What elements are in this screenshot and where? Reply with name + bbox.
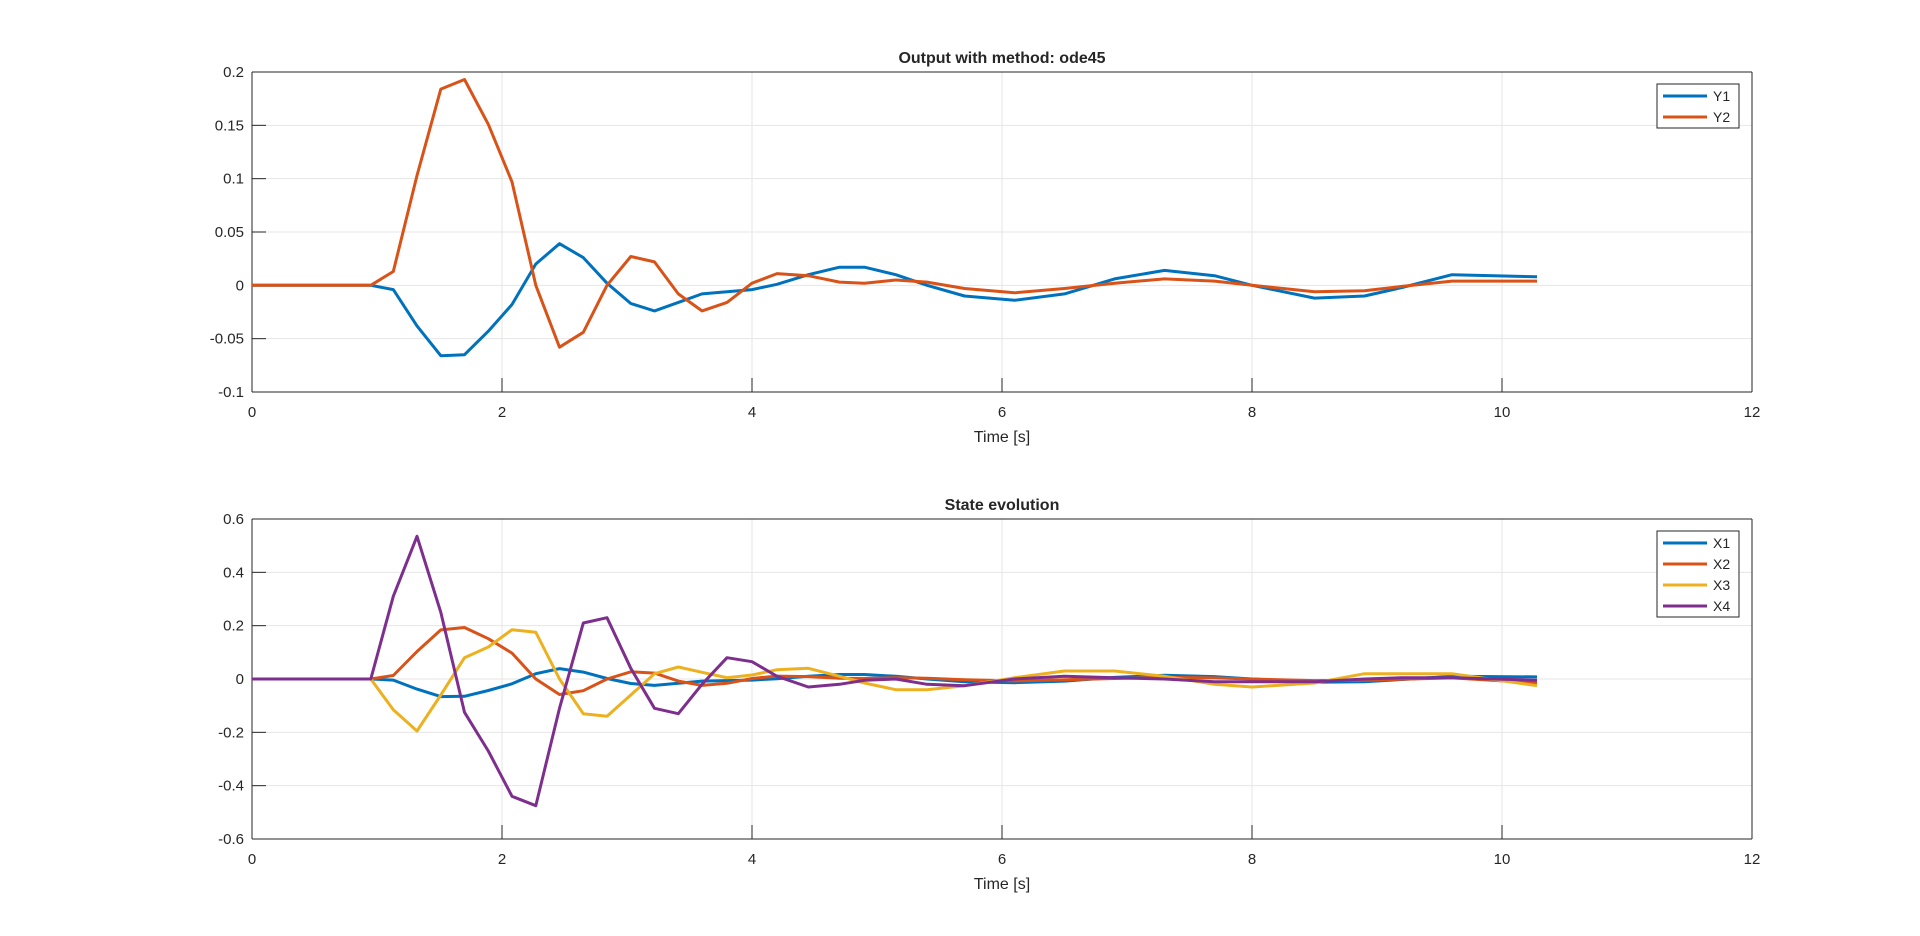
y-tick-label: -0.1 bbox=[218, 384, 244, 401]
series-line-y2 bbox=[252, 78, 1537, 349]
y-tick-label: 0.15 bbox=[215, 117, 244, 134]
x-tick-label: 0 bbox=[248, 404, 256, 421]
x-axis-label: Time [s] bbox=[974, 876, 1030, 893]
y-tick-label: -0.2 bbox=[218, 724, 244, 741]
x-axis-label: Time [s] bbox=[974, 429, 1030, 446]
chart-title: State evolution bbox=[945, 497, 1060, 514]
x-tick-label: 12 bbox=[1744, 404, 1761, 421]
y-tick-label: 0 bbox=[236, 277, 244, 294]
axes-state-evolution: 0 2 4 6 8 10 12 -0.6 -0.4 -0.2 0 0.2 0.4 0.6 State evo… bbox=[218, 497, 1760, 893]
y-tick-label: 0.6 bbox=[223, 511, 244, 528]
y-tick-label: -0.6 bbox=[218, 831, 244, 848]
x-tick-label: 2 bbox=[498, 404, 506, 421]
legend-box bbox=[1656, 530, 1740, 618]
x-tick-label: 10 bbox=[1494, 404, 1511, 421]
series-line-x4 bbox=[252, 534, 1538, 808]
y-tick-label: 0.2 bbox=[223, 64, 244, 81]
axes-output: 0 2 4 6 8 10 12 -0.1 -0.05 0 0.05 0.1 0.15 0.2 Output … bbox=[210, 50, 1761, 446]
chart-title: Output with method: ode45 bbox=[898, 50, 1105, 67]
x-tick-label: 8 bbox=[1248, 404, 1256, 421]
series-line-x2 bbox=[252, 626, 1538, 696]
legend-label-x3: X3 bbox=[1713, 577, 1730, 593]
legend-label-x1: X1 bbox=[1713, 535, 1730, 551]
x-tick-label: 10 bbox=[1494, 851, 1511, 868]
y-tick-label: 0.4 bbox=[223, 564, 244, 581]
series-line-x3 bbox=[252, 628, 1538, 733]
legend-label-x4: X4 bbox=[1713, 598, 1730, 614]
y-tick-label: 0.1 bbox=[223, 171, 244, 188]
legend-label-y1: Y1 bbox=[1713, 88, 1730, 104]
x-tick-label: 12 bbox=[1744, 851, 1761, 868]
y-tick-label: 0.2 bbox=[223, 618, 244, 635]
x-tick-label: 6 bbox=[998, 404, 1006, 421]
series-line-y1 bbox=[252, 242, 1538, 358]
y-tick-label: -0.4 bbox=[218, 778, 244, 795]
y-tick-label: -0.05 bbox=[210, 331, 244, 348]
x-tick-label: 6 bbox=[998, 851, 1006, 868]
x-tick-label: 4 bbox=[748, 404, 756, 421]
x-tick-label: 8 bbox=[1248, 851, 1256, 868]
x-tick-label: 4 bbox=[748, 851, 756, 868]
y-tick-label: 0.05 bbox=[215, 224, 244, 241]
x-tick-label: 0 bbox=[248, 851, 256, 868]
legend-label-y2: Y2 bbox=[1713, 109, 1730, 125]
y-tick-label: 0 bbox=[236, 671, 244, 688]
x-tick-label: 2 bbox=[498, 851, 506, 868]
legend-box bbox=[1656, 83, 1740, 129]
legend-label-x2: X2 bbox=[1713, 556, 1730, 572]
